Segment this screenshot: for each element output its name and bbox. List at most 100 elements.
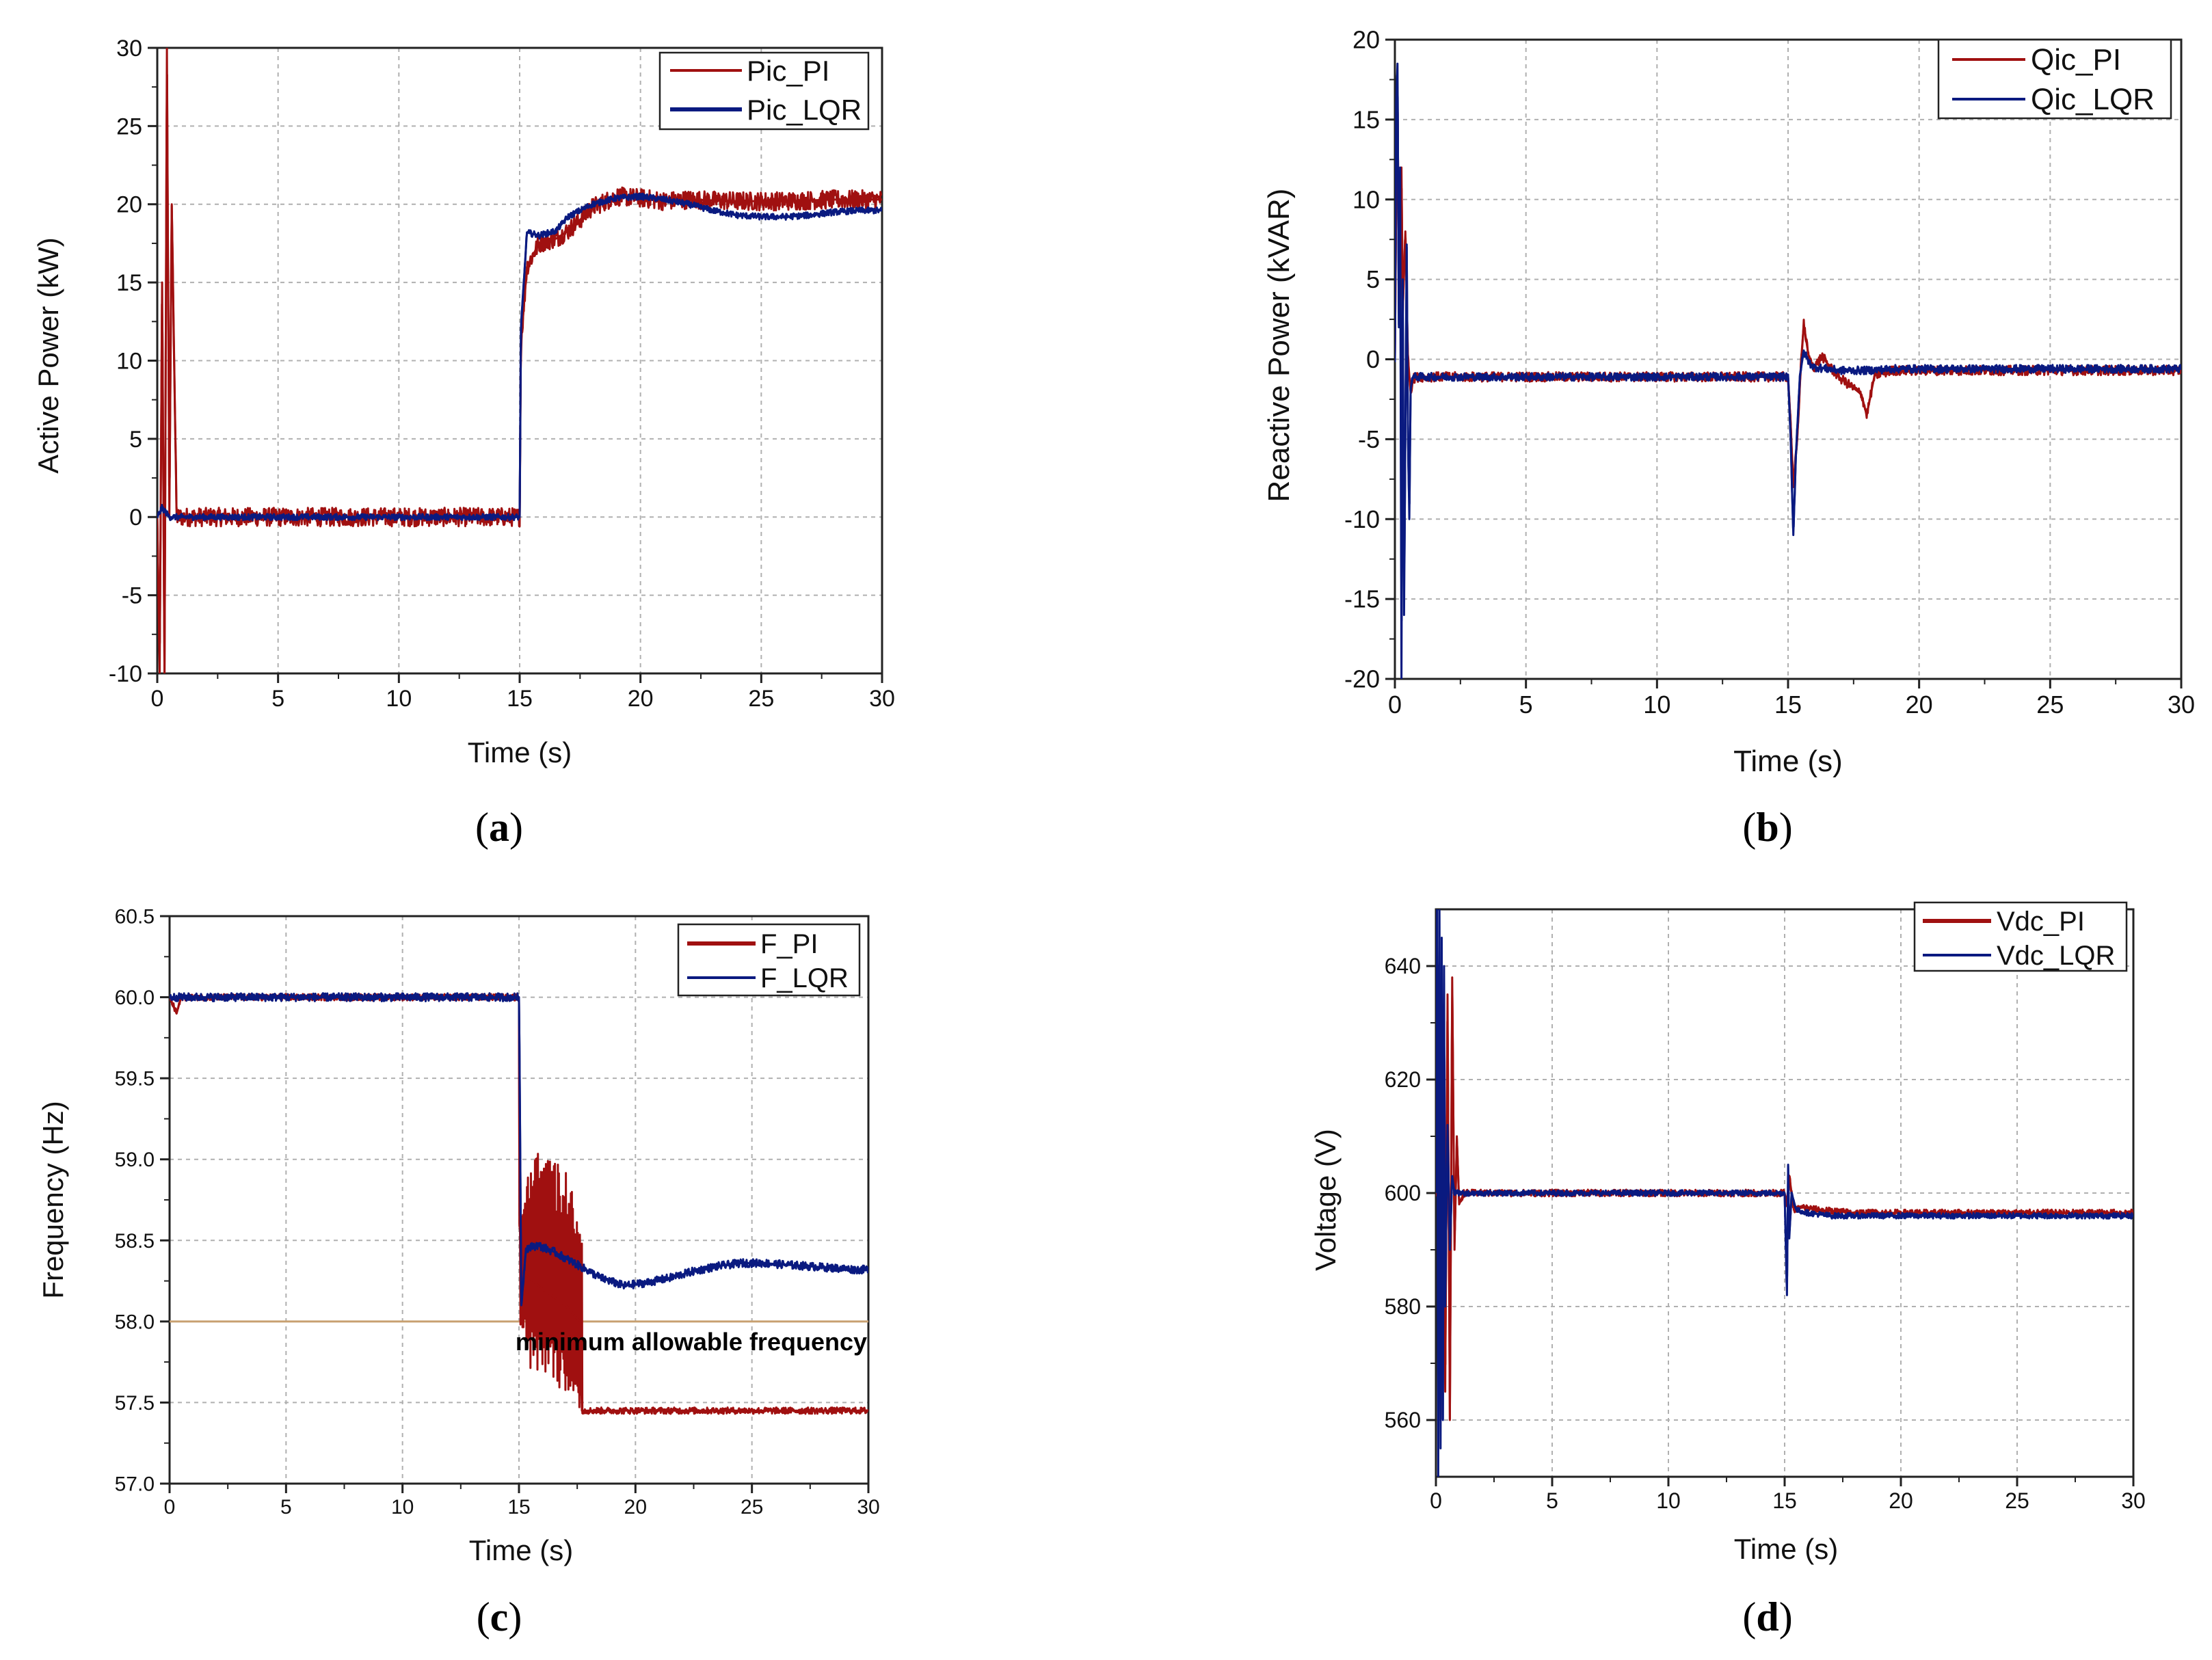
panel-b-ytick-label: 10 bbox=[1352, 185, 1380, 213]
panel-d-xtick-label: 30 bbox=[2121, 1488, 2146, 1513]
panel-b-xtick-label: 10 bbox=[1643, 691, 1670, 719]
series-line-vdc-lqr-envelope bbox=[1436, 909, 2133, 1477]
panel-d-ytick-label: 600 bbox=[1385, 1181, 1421, 1205]
panel-b-ytick-label: -15 bbox=[1344, 585, 1380, 613]
panel-a-ytick-label: 0 bbox=[129, 505, 142, 531]
panel-c-ytick-label: 60.0 bbox=[115, 987, 155, 1009]
panel-c-caption: (c) bbox=[477, 1594, 522, 1639]
panel-a-legend: Pic_PI Pic_LQR bbox=[658, 51, 870, 131]
panel-b-xtick-label: 0 bbox=[1388, 691, 1402, 719]
panel-c-xtick-label: 10 bbox=[391, 1496, 414, 1518]
panel-d-caption: (d) bbox=[1742, 1594, 1792, 1639]
panel-b-xtick-label: 5 bbox=[1519, 691, 1533, 719]
panel-b-grid bbox=[1395, 40, 2181, 679]
panel-d-legend: Vdc_PI Vdc_LQR bbox=[1913, 901, 2128, 972]
series-line-pic-lqr-envelope bbox=[157, 195, 882, 518]
panel-a-xtick-label: 25 bbox=[748, 686, 774, 712]
panel-c-ytick-label: 57.0 bbox=[115, 1473, 155, 1496]
panel-c-ytick-label: 57.5 bbox=[115, 1392, 155, 1415]
series-line-f-lqr-envelope bbox=[170, 996, 868, 1307]
panel-d-xtick-label: 20 bbox=[1889, 1488, 1913, 1513]
legend-label-vdc-lqr: Vdc_LQR bbox=[1997, 941, 2115, 971]
panel-a-xtick-label: 0 bbox=[151, 686, 164, 712]
panel-c-legend: F_PI F_LQR bbox=[677, 923, 861, 997]
panel-c-ytick-label: 60.5 bbox=[115, 906, 155, 928]
panel-d-ticks: 0 5 10 15 20 25 30 560 580 600 620 640 bbox=[1385, 954, 2146, 1513]
panel-b-reactive-power: 0 5 10 15 20 25 30 -20 -15 -10 -5 0 5 10 15 20 Time (s)… bbox=[1262, 26, 2195, 850]
panel-c-xtick-label: 30 bbox=[857, 1496, 879, 1518]
panel-b-ytick-label: 20 bbox=[1352, 26, 1380, 54]
panel-d-traces bbox=[1436, 909, 2133, 1477]
panel-d-xtick-label: 15 bbox=[1772, 1488, 1797, 1513]
panel-c-xtick-label: 15 bbox=[507, 1496, 530, 1518]
panel-d-xtick-label: 10 bbox=[1656, 1488, 1681, 1513]
panel-c-ytick-label: 59.0 bbox=[115, 1149, 155, 1171]
panel-a-xlabel: Time (s) bbox=[468, 736, 572, 768]
panel-a-ytick-label: 25 bbox=[116, 113, 142, 139]
legend-label-f-lqr: F_LQR bbox=[760, 963, 849, 993]
panel-c-xlabel: Time (s) bbox=[469, 1534, 573, 1566]
legend-label-qic-pi: Qic_PI bbox=[2031, 43, 2121, 77]
panel-b-ytick-label: -5 bbox=[1358, 425, 1380, 453]
panel-a-ylabel: Active Power (kW) bbox=[32, 237, 64, 473]
panel-b-ylabel: Reactive Power (kVAR) bbox=[1262, 189, 1296, 503]
panel-b-xtick-label: 25 bbox=[2036, 691, 2064, 719]
panel-a-xtick-label: 5 bbox=[271, 686, 284, 712]
panel-d-xtick-label: 5 bbox=[1546, 1488, 1558, 1513]
series-line-qic-lqr bbox=[1395, 74, 2181, 621]
panel-b-xtick-label: 30 bbox=[2168, 691, 2195, 719]
panel-c-ylabel: Frequency (Hz) bbox=[37, 1101, 69, 1298]
panel-d-ytick-label: 580 bbox=[1385, 1294, 1421, 1319]
panel-b-xtick-label: 15 bbox=[1774, 691, 1802, 719]
panel-c-ticks: 0 5 10 15 20 25 30 57.0 57.5 58.0 58.5 59.0 59.5 60.0… bbox=[115, 906, 880, 1519]
panel-a-caption: (a) bbox=[475, 805, 523, 850]
series-line-qic-lqr-envelope bbox=[1395, 62, 2181, 679]
panel-d-ytick-label: 640 bbox=[1385, 954, 1421, 978]
panel-a-ytick-label: 30 bbox=[116, 36, 142, 62]
panel-d-xlabel: Time (s) bbox=[1734, 1533, 1838, 1565]
panel-d-voltage: 0 5 10 15 20 25 30 560 580 600 620 640 Time (s) Vol… bbox=[1309, 901, 2146, 1639]
panel-c-xtick-label: 5 bbox=[280, 1496, 292, 1518]
panel-c-traces bbox=[170, 992, 868, 1415]
panel-d-xtick-label: 25 bbox=[2005, 1488, 2029, 1513]
panel-b-ytick-label: -10 bbox=[1344, 505, 1380, 533]
panel-a-xtick-label: 15 bbox=[507, 686, 533, 712]
panel-c-annotation: minimum allowable frequency bbox=[516, 1328, 867, 1356]
panel-d-ytick-label: 620 bbox=[1385, 1067, 1421, 1092]
panel-a-ytick-label: -10 bbox=[109, 661, 142, 687]
panel-b-ytick-label: 15 bbox=[1352, 105, 1380, 133]
panel-a-ticks: 0 5 10 15 20 25 30 -10 -5 0 5 10 15 20 25 30 bbox=[109, 36, 895, 712]
legend-label-f-pi: F_PI bbox=[760, 929, 818, 959]
panel-b-traces bbox=[1395, 62, 2181, 679]
panel-a-ytick-label: 10 bbox=[116, 348, 142, 374]
panel-b-ytick-label: -20 bbox=[1344, 665, 1380, 693]
panel-a-xtick-label: 20 bbox=[628, 686, 654, 712]
panel-b-ytick-label: 5 bbox=[1366, 265, 1380, 293]
legend-label-pic-pi: Pic_PI bbox=[747, 55, 829, 87]
panel-a-xtick-label: 10 bbox=[386, 686, 412, 712]
panel-b-xtick-label: 20 bbox=[1906, 691, 1933, 719]
panel-c-xtick-label: 20 bbox=[624, 1496, 647, 1518]
legend-label-qic-lqr: Qic_LQR bbox=[2031, 83, 2155, 116]
panel-b-ytick-label: 0 bbox=[1366, 345, 1380, 373]
panel-b-xlabel: Time (s) bbox=[1733, 745, 1843, 778]
panel-d-xtick-label: 0 bbox=[1430, 1488, 1442, 1513]
panel-c-ytick-label: 58.0 bbox=[115, 1311, 155, 1333]
panel-c-ytick-label: 58.5 bbox=[115, 1230, 155, 1253]
panel-c-frequency: 0 5 10 15 20 25 30 57.0 57.5 58.0 58.5 59.0 59.5 60.0… bbox=[37, 906, 880, 1640]
panel-c-ytick-label: 59.5 bbox=[115, 1068, 155, 1090]
panel-a-xtick-label: 30 bbox=[869, 686, 895, 712]
legend-label-vdc-pi: Vdc_PI bbox=[1997, 907, 2085, 937]
panel-a-ytick-label: -5 bbox=[122, 583, 142, 609]
panel-a-ytick-label: 20 bbox=[116, 192, 142, 218]
panel-c-xtick-label: 25 bbox=[741, 1496, 763, 1518]
panel-d-ylabel: Voltage (V) bbox=[1309, 1129, 1342, 1271]
panel-a-ytick-label: 5 bbox=[129, 427, 142, 453]
panel-c-xtick-label: 0 bbox=[164, 1496, 176, 1518]
legend-label-pic-lqr: Pic_LQR bbox=[747, 94, 862, 126]
panel-a-ytick-label: 15 bbox=[116, 270, 142, 296]
panel-b-ticks: 0 5 10 15 20 25 30 -20 -15 -10 -5 0 5 10 15 20 bbox=[1344, 26, 2195, 719]
panel-b-legend: Qic_PI Qic_LQR bbox=[1937, 38, 2172, 120]
panel-a-active-power: 0 5 10 15 20 25 30 -10 -5 0 5 10 15 20 25 30 Time (s) A… bbox=[32, 36, 895, 850]
